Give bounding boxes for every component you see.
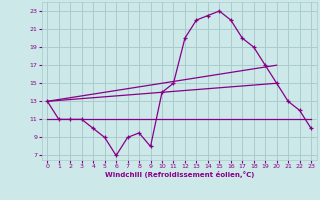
X-axis label: Windchill (Refroidissement éolien,°C): Windchill (Refroidissement éolien,°C) <box>105 171 254 178</box>
